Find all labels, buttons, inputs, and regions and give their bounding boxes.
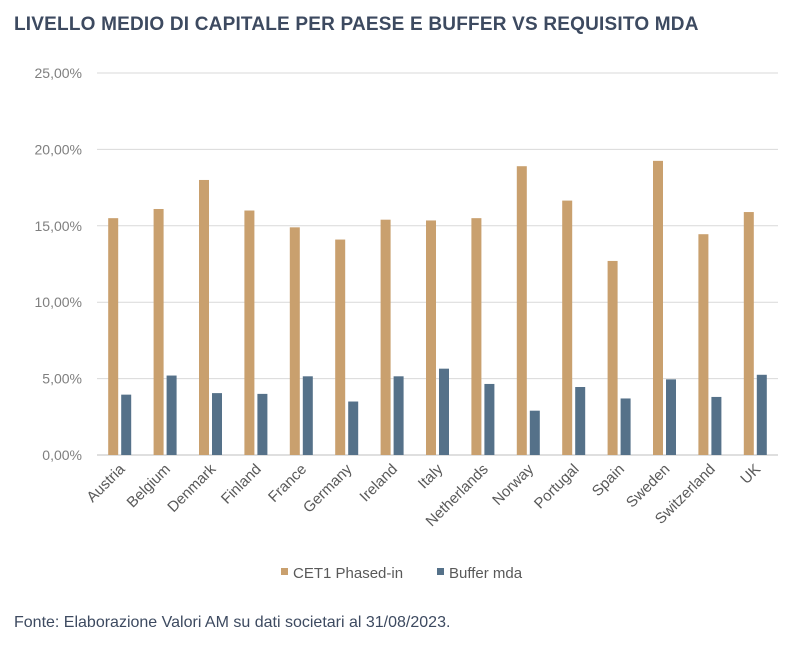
legend-swatch — [437, 568, 444, 575]
legend: CET1 Phased-in Buffer mda — [281, 565, 523, 582]
bar-buffer — [529, 410, 540, 455]
bar-cet1 — [516, 166, 527, 455]
bar-buffer — [620, 398, 631, 455]
gridlines — [97, 72, 778, 456]
x-tick-label: France — [265, 461, 310, 506]
bar-buffer — [257, 393, 268, 455]
bar-buffer — [575, 387, 586, 455]
bar-cet1 — [471, 218, 482, 455]
x-tick-label: Denmark — [164, 460, 219, 515]
x-tick-label: Austria — [83, 460, 128, 505]
bar-buffer — [302, 376, 313, 455]
bar-cet1 — [562, 200, 573, 455]
bar-cet1 — [244, 210, 255, 455]
bar-cet1 — [289, 227, 300, 455]
x-tick-label: Spain — [589, 461, 628, 500]
bar-cet1 — [199, 179, 209, 455]
legend-label: CET1 Phased-in — [293, 565, 403, 582]
bars — [108, 160, 767, 456]
bar-cet1 — [607, 260, 618, 455]
y-tick-label: 5,00% — [42, 371, 82, 387]
y-tick-label: 15,00% — [35, 218, 82, 234]
bar-cet1 — [426, 220, 436, 455]
bar-cet1 — [108, 218, 119, 455]
bar-cet1 — [153, 208, 164, 455]
source-note: Fonte: Elaborazione Valori AM su dati so… — [14, 614, 451, 631]
bar-buffer — [484, 383, 495, 455]
bar-buffer — [348, 401, 359, 455]
legend-swatch — [281, 568, 288, 575]
x-tick-label: Ireland — [356, 461, 400, 505]
bar-buffer — [212, 393, 222, 455]
bar-cet1 — [653, 160, 663, 456]
bar-buffer — [711, 396, 722, 455]
bar-cet1 — [380, 219, 391, 455]
y-axis-ticks: 0,00% 5,00% 10,00% 15,00% 20,00% 25,00% — [35, 65, 82, 463]
bar-buffer — [756, 374, 767, 455]
x-tick-label: Norway — [489, 460, 537, 508]
y-tick-label: 0,00% — [42, 447, 82, 463]
legend-label: Buffer mda — [449, 565, 523, 582]
bar-cet1 — [335, 239, 346, 455]
x-tick-label: Finland — [218, 461, 265, 508]
bar-buffer — [393, 376, 404, 455]
y-tick-label: 20,00% — [35, 141, 82, 157]
bar-cet1 — [743, 212, 754, 455]
x-tick-label: Portugal — [531, 461, 583, 513]
bar-cet1 — [698, 234, 709, 455]
bar-buffer — [121, 394, 132, 455]
bar-buffer — [666, 379, 676, 455]
x-tick-label: Germany — [300, 460, 356, 516]
bar-buffer — [439, 368, 449, 455]
x-tick-label: UK — [737, 461, 764, 488]
bar-chart: 0,00% 5,00% 10,00% 15,00% 20,00% 25,00% Austr… — [35, 65, 778, 582]
x-tick-label: Italy — [415, 460, 447, 492]
chart-title: LIVELLO MEDIO DI CAPITALE PER PAESE E BU… — [14, 14, 699, 35]
bar-buffer — [166, 375, 177, 455]
y-tick-label: 25,00% — [35, 65, 82, 81]
y-tick-label: 10,00% — [35, 294, 82, 310]
